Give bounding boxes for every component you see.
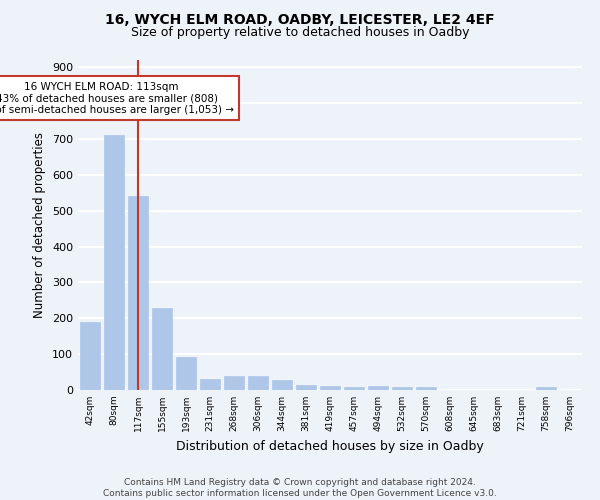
Text: Size of property relative to detached houses in Oadby: Size of property relative to detached ho…	[131, 26, 469, 39]
Bar	[104, 136, 124, 390]
Bar	[152, 308, 172, 390]
Bar	[320, 386, 340, 390]
Bar	[224, 376, 244, 390]
Bar	[80, 322, 100, 390]
Bar	[344, 388, 364, 390]
Text: 16 WYCH ELM ROAD: 113sqm
← 43% of detached houses are smaller (808)
57% of semi-: 16 WYCH ELM ROAD: 113sqm ← 43% of detach…	[0, 82, 234, 114]
Bar	[248, 376, 268, 390]
Bar	[176, 357, 196, 390]
Bar	[200, 379, 220, 390]
Bar	[536, 387, 556, 390]
Bar	[128, 196, 148, 390]
Text: 16, WYCH ELM ROAD, OADBY, LEICESTER, LE2 4EF: 16, WYCH ELM ROAD, OADBY, LEICESTER, LE2…	[105, 12, 495, 26]
X-axis label: Distribution of detached houses by size in Oadby: Distribution of detached houses by size …	[176, 440, 484, 452]
Bar	[416, 387, 436, 390]
Bar	[368, 386, 388, 390]
Bar	[272, 380, 292, 390]
Bar	[296, 385, 316, 390]
Text: Contains HM Land Registry data © Crown copyright and database right 2024.
Contai: Contains HM Land Registry data © Crown c…	[103, 478, 497, 498]
Y-axis label: Number of detached properties: Number of detached properties	[34, 132, 46, 318]
Bar	[392, 387, 412, 390]
